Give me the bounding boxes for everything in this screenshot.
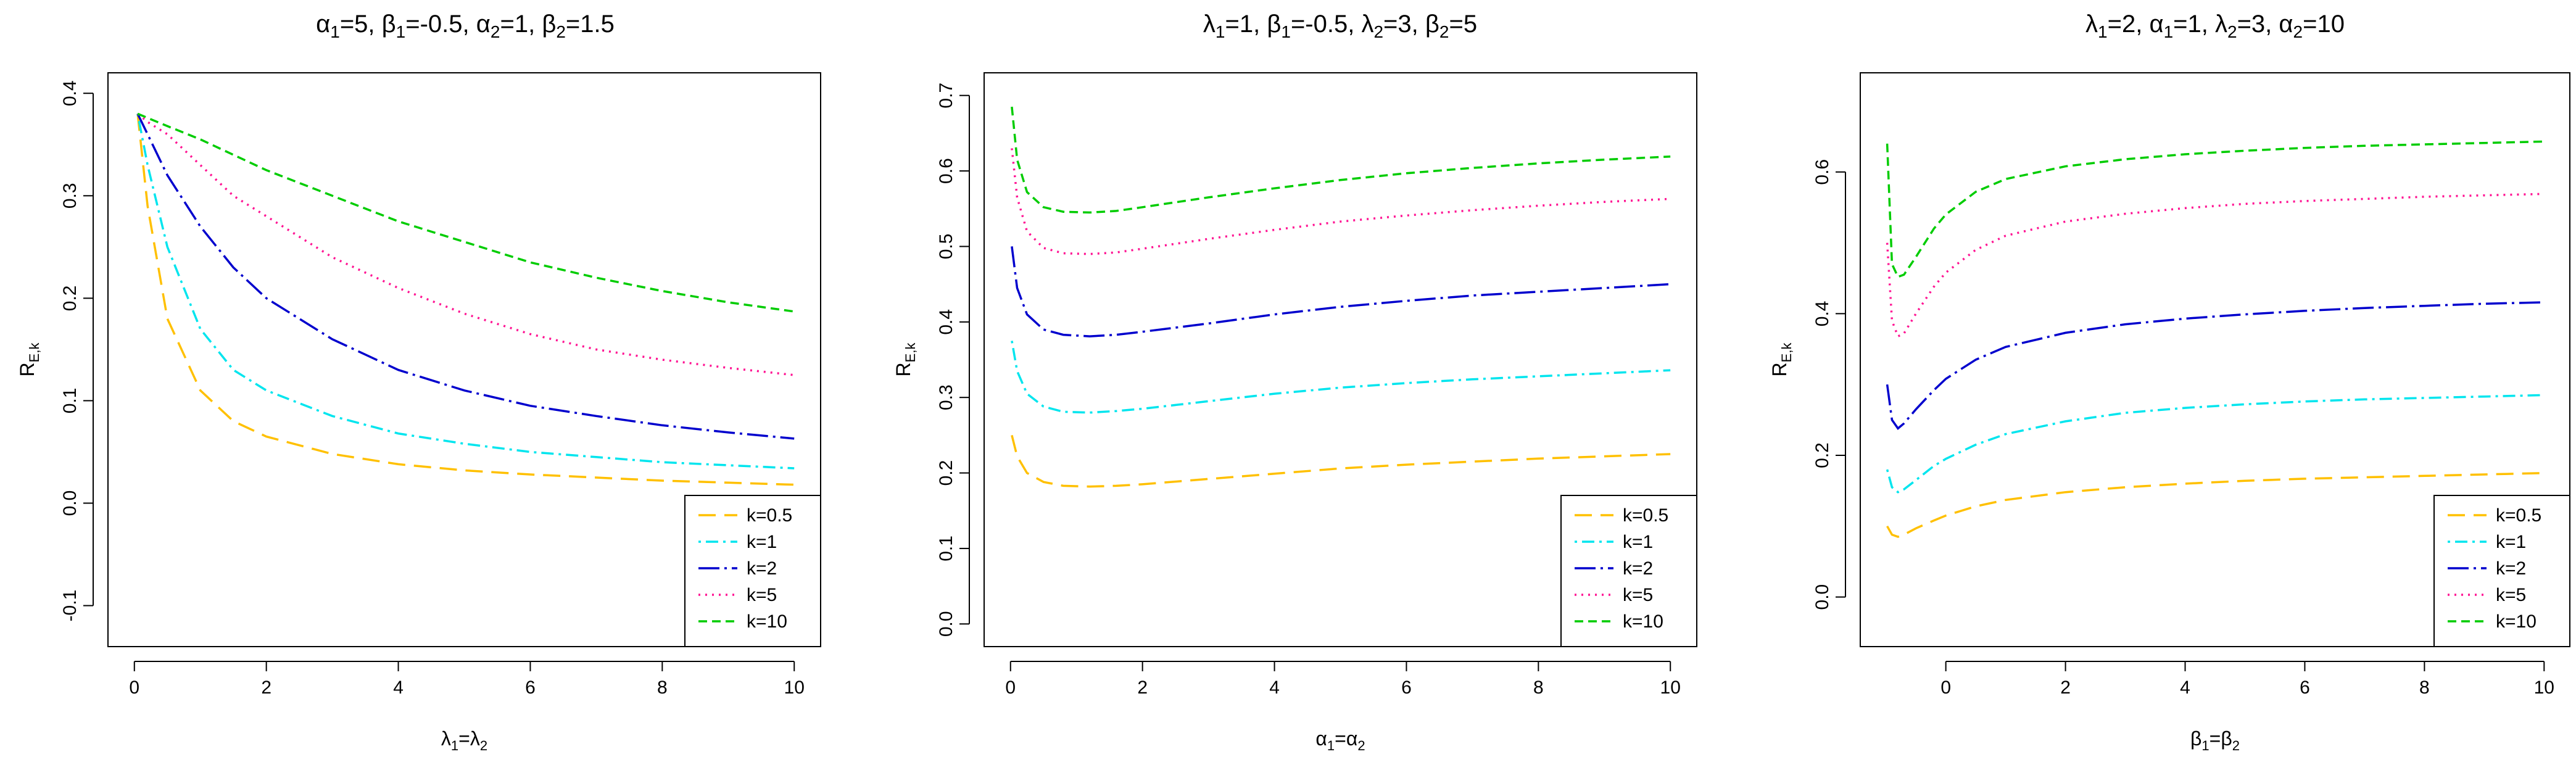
y-axis-label: RE,k xyxy=(16,342,42,377)
legend: k=0.5 k=1 k=2 k=5 k=10 xyxy=(684,495,821,647)
x-tick-label: 4 xyxy=(393,677,404,698)
series-line-4 xyxy=(1011,148,1671,255)
x-tick-label: 2 xyxy=(1137,677,1148,698)
x-tick-label: 8 xyxy=(657,677,668,698)
x-tick-label: 4 xyxy=(2180,677,2190,698)
y-tick-label: 0.4 xyxy=(1812,301,1833,327)
x-tick-label: 10 xyxy=(2534,677,2554,698)
x-tick-label: 0 xyxy=(129,677,139,698)
legend-label: k=5 xyxy=(1623,585,1653,605)
series-line-5 xyxy=(1886,140,2545,278)
y-tick-label: 0.6 xyxy=(1812,159,1833,185)
y-tick-label: 0.6 xyxy=(936,158,956,184)
legend-label: k=5 xyxy=(747,585,777,605)
x-tick-label: 8 xyxy=(2419,677,2430,698)
chart-panel-2: λ1=1, β1=-0.5, λ2=3, β2=5 0 2 4 6 8 10 0.0 0.1 0.… xyxy=(892,10,1697,753)
x-tick-label: 6 xyxy=(525,677,536,698)
y-tick-label: -0.1 xyxy=(60,590,80,622)
x-tick-label: 0 xyxy=(1940,677,1951,698)
chart-title: λ1=1, β1=-0.5, λ2=3, β2=5 xyxy=(1203,10,1477,41)
series-line-2 xyxy=(136,114,795,470)
series-line-1 xyxy=(1011,434,1671,488)
series-line-1 xyxy=(1886,471,2545,538)
x-tick-label: 6 xyxy=(2300,677,2310,698)
y-tick-label: 0.0 xyxy=(936,611,956,637)
legend-label: k=0.5 xyxy=(2496,505,2541,526)
x-tick-label: 4 xyxy=(1269,677,1280,698)
y-axis-label: RE,k xyxy=(892,342,918,377)
series-line-1 xyxy=(136,114,795,486)
legend-label: k=10 xyxy=(1623,611,1663,632)
x-tick-label: 2 xyxy=(2060,677,2071,698)
legend-label: k=10 xyxy=(2496,611,2537,632)
y-tick-label: 0.7 xyxy=(936,83,956,109)
y-tick-label: 0.4 xyxy=(936,309,956,335)
y-tick-label: 0.3 xyxy=(60,183,80,209)
x-tick-label: 10 xyxy=(784,677,805,698)
legend-box xyxy=(2433,495,2570,647)
y-tick-label: 0.2 xyxy=(1812,442,1833,468)
y-axis-label: RE,k xyxy=(1768,342,1794,377)
y-tick-label: 0.4 xyxy=(60,80,80,106)
y-tick-label: 0.1 xyxy=(60,388,80,414)
legend-label: k=2 xyxy=(1623,558,1653,579)
legend-label: k=1 xyxy=(2496,532,2526,552)
x-axis-label: β1=β2 xyxy=(2190,727,2240,753)
legend-label: k=10 xyxy=(747,611,787,632)
series-line-3 xyxy=(1011,246,1671,337)
series-line-5 xyxy=(1011,106,1671,214)
legend-box xyxy=(684,495,821,647)
x-tick-label: 8 xyxy=(1533,677,1544,698)
x-tick-label: 6 xyxy=(1401,677,1412,698)
chart-panel-1: α1=5, β1=-0.5, α2=1, β2=1.5 0 2 4 6 8 10 -0.1 0.… xyxy=(16,10,821,753)
series-line-3 xyxy=(136,113,795,440)
legend-label: k=1 xyxy=(1623,532,1653,552)
series-line-4 xyxy=(1886,192,2545,338)
chart-panel-3: λ1=2, α1=1, λ2=3, α2=10 0 2 4 6 8 10 0.0 0.2 0.4 0… xyxy=(1768,10,2570,753)
x-tick-label: 0 xyxy=(1005,677,1016,698)
series-line-2 xyxy=(1886,394,2545,494)
chart-title: λ1=2, α1=1, λ2=3, α2=10 xyxy=(2085,10,2345,41)
legend-label: k=5 xyxy=(2496,585,2526,605)
legend-label: k=2 xyxy=(2496,558,2526,579)
y-tick-label: 0.3 xyxy=(936,384,956,410)
x-tick-label: 2 xyxy=(261,677,271,698)
series-line-3 xyxy=(1886,301,2545,430)
y-tick-label: 0.0 xyxy=(60,491,80,516)
series-line-2 xyxy=(1011,341,1671,414)
legend-label: k=0.5 xyxy=(747,505,792,526)
x-axis-label: α1=α2 xyxy=(1315,727,1365,753)
y-tick-label: 0.5 xyxy=(936,234,956,260)
legend-label: k=2 xyxy=(747,558,777,579)
y-tick-label: 0.2 xyxy=(936,460,956,486)
plot-frame xyxy=(1860,72,2570,647)
legend: k=0.5 k=1 k=2 k=5 k=10 xyxy=(2433,495,2570,647)
x-tick-label: 10 xyxy=(1660,677,1681,698)
y-tick-label: 0.0 xyxy=(1812,584,1833,610)
chart-title: α1=5, β1=-0.5, α2=1, β2=1.5 xyxy=(316,10,615,41)
y-tick-label: 0.2 xyxy=(60,285,80,311)
plot-frame xyxy=(984,72,1697,647)
y-tick-label: 0.1 xyxy=(936,536,956,561)
plot-frame xyxy=(107,72,821,647)
x-axis-label: λ1=λ2 xyxy=(441,727,487,753)
legend: k=0.5 k=1 k=2 k=5 k=10 xyxy=(1560,495,1697,647)
legend-label: k=0.5 xyxy=(1623,505,1668,526)
legend-label: k=1 xyxy=(747,532,777,552)
series-line-4 xyxy=(136,113,795,376)
legend-box xyxy=(1560,495,1697,647)
series-line-5 xyxy=(137,112,795,313)
